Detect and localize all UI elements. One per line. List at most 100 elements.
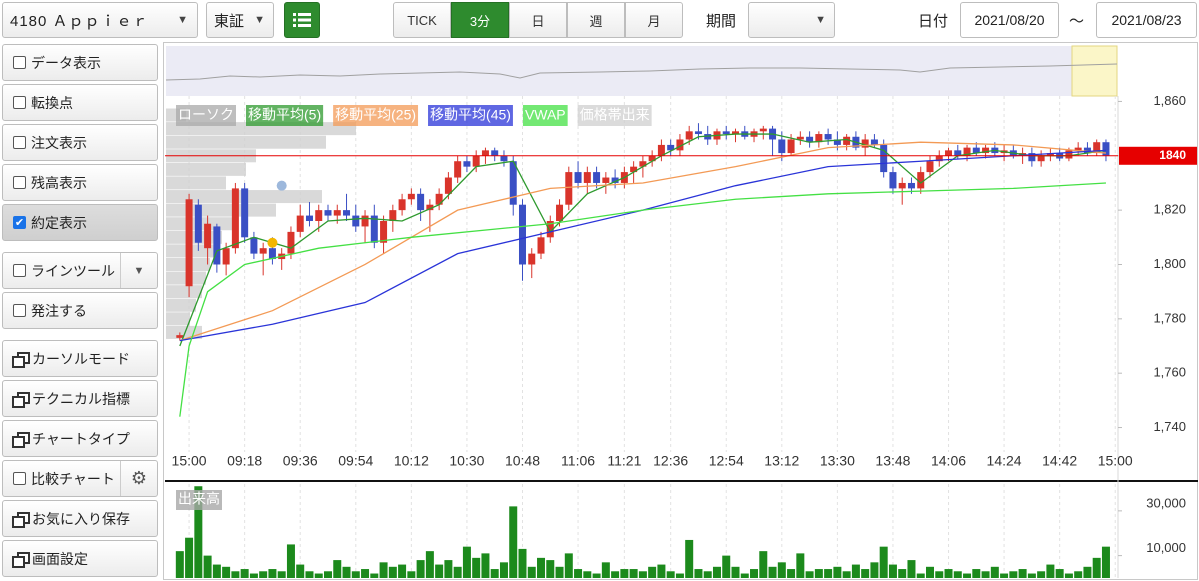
indicator-line [179, 133, 1107, 347]
checkbox[interactable] [13, 264, 26, 277]
checkbox[interactable]: ✔ [13, 216, 26, 229]
checkbox[interactable] [13, 96, 26, 109]
market-select[interactable]: 東証 ▼ [206, 2, 274, 38]
checkbox[interactable] [13, 136, 26, 149]
sidebar-button[interactable]: 残高表示 [2, 164, 158, 201]
sidebar-button[interactable]: カーソルモード [2, 340, 158, 377]
candle-body [463, 161, 471, 167]
sidebar-button[interactable]: 転換点 [2, 84, 158, 121]
candle-body [806, 136, 814, 143]
volume-bar [305, 571, 314, 578]
candle-body [722, 131, 730, 135]
volume-bar [824, 569, 833, 578]
sidebar-button[interactable]: チャートタイプ [2, 420, 158, 457]
sidebar-button[interactable]: 注文表示 [2, 124, 158, 161]
icon[interactable]: ⚙ [120, 461, 157, 496]
legend-box [333, 105, 419, 126]
sidebar-button[interactable]: テクニカル指標 [2, 380, 158, 417]
candle-body [935, 155, 943, 162]
x-tick-label: 14:42 [1042, 453, 1077, 469]
volume-bar [898, 569, 907, 578]
profile-bar [166, 149, 256, 163]
volume-bar [509, 506, 518, 578]
x-tick-label: 10:48 [505, 453, 540, 469]
profile-bar [166, 271, 206, 285]
volume-bar [703, 571, 712, 578]
candle-body [1000, 150, 1008, 154]
candle-body [833, 139, 841, 145]
interval-button[interactable]: 月 [625, 2, 683, 38]
candle-body [1083, 147, 1091, 154]
volume-bar [814, 569, 823, 578]
icon[interactable]: ▼ [120, 253, 157, 288]
checkbox[interactable] [13, 56, 26, 69]
sidebar-label: 注文表示 [31, 134, 87, 151]
sidebar-label: 転換点 [31, 94, 73, 111]
interval-button[interactable]: TICK [393, 2, 451, 38]
volume-bar [574, 569, 583, 578]
profile-bar [166, 176, 226, 190]
candle-body [259, 248, 267, 254]
candle-body [852, 136, 860, 148]
sidebar-button[interactable]: 画面設定 [2, 540, 158, 577]
menu-button[interactable] [284, 2, 320, 38]
sidebar-button[interactable]: お気に入り保存 [2, 500, 158, 537]
volume-bar [851, 564, 860, 578]
sidebar-button[interactable]: ✔ 約定表示 [2, 204, 158, 241]
candle-body [676, 139, 684, 151]
candle-body [398, 199, 406, 211]
candle-body [370, 215, 378, 243]
volume-bar [990, 566, 999, 578]
profile-bar [166, 285, 202, 299]
candle-body [982, 147, 990, 154]
candle-body [250, 237, 258, 254]
candle-body [861, 139, 869, 148]
volume-bar [768, 566, 777, 578]
volume-bar [972, 569, 981, 578]
x-tick-label: 15:00 [1098, 453, 1133, 469]
candle-body [593, 172, 601, 183]
legend-box [577, 105, 652, 126]
date-to[interactable]: 2021/08/23 [1096, 2, 1197, 38]
volume-bar [324, 571, 333, 578]
x-tick-label: 13:12 [764, 453, 799, 469]
volume-bar [888, 564, 897, 578]
sidebar-button[interactable]: 発注する [2, 292, 158, 329]
volume-bar [1074, 571, 1083, 578]
candle-body [732, 131, 740, 135]
sidebar-button[interactable]: ラインツール ▼ [2, 252, 158, 289]
profile-bar [166, 135, 326, 149]
interval-button[interactable]: 3分 [451, 2, 509, 38]
sidebar-button[interactable]: データ表示 [2, 44, 158, 81]
symbol-select[interactable]: 4180 Ａｐｐｉｅｒ ▼ [2, 2, 198, 38]
interval-button[interactable]: 日 [509, 2, 567, 38]
checkbox[interactable] [13, 472, 26, 485]
sidebar-button[interactable]: 比較チャート ⚙ [2, 460, 158, 497]
profile-bar [166, 108, 186, 122]
volume-bar [861, 569, 870, 578]
volume-bar [1092, 557, 1101, 578]
candle-body [750, 131, 758, 137]
candle-body [694, 131, 702, 135]
candle-body [648, 155, 656, 162]
interval-button[interactable]: 週 [567, 2, 625, 38]
checkbox[interactable] [13, 176, 26, 189]
candle-body [222, 248, 230, 265]
y-tick-label: 1,780 [1153, 310, 1186, 325]
candle-body [491, 150, 499, 156]
volume-bar [527, 566, 536, 578]
date-separator: ～ [1069, 13, 1085, 30]
candle-body [352, 215, 360, 227]
volume-bar [490, 569, 499, 578]
profile-bar [166, 230, 222, 244]
checkbox[interactable] [13, 304, 26, 317]
date-from[interactable]: 2021/08/20 [960, 2, 1059, 38]
candle-body [620, 172, 628, 183]
candle-body [704, 134, 712, 140]
candle-body [565, 172, 573, 205]
period-select[interactable]: ▼ [748, 2, 835, 38]
legend-box [428, 105, 513, 126]
legend-label: 価格帯出来 [580, 107, 650, 123]
volume-bar [499, 562, 508, 578]
